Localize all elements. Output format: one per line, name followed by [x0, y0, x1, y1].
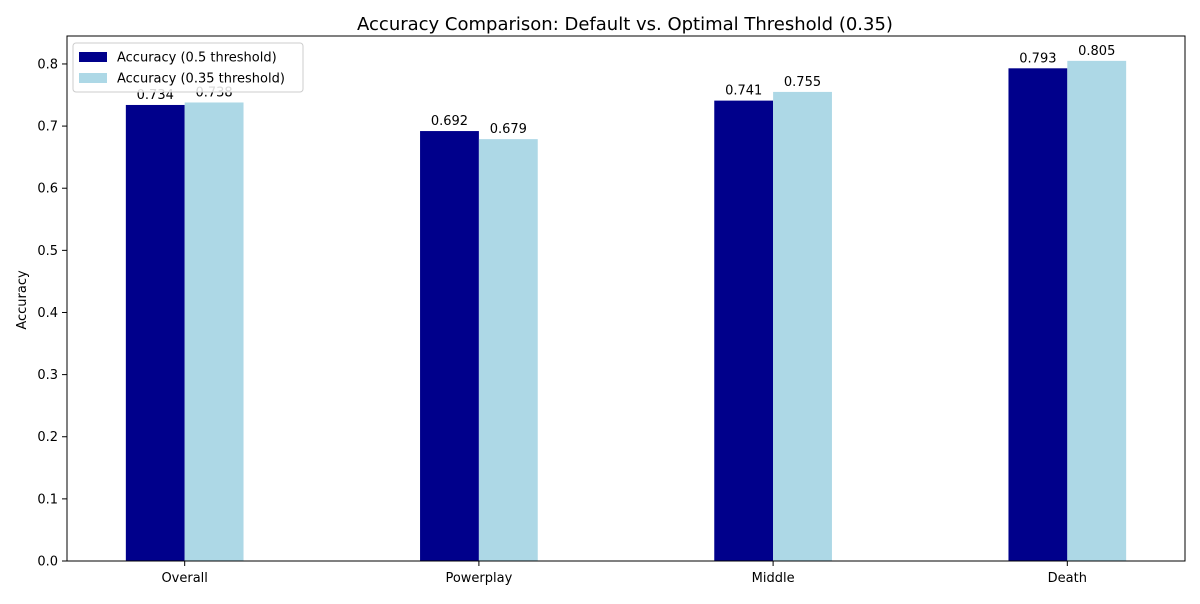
bar-value-label: 0.793: [1019, 51, 1056, 66]
bar-value-label: 0.755: [784, 75, 821, 90]
x-axis: Overall Powerplay Middle Death: [161, 561, 1087, 586]
chart-title: Accuracy Comparison: Default vs. Optimal…: [357, 14, 893, 35]
y-tick-label: 0.3: [37, 368, 58, 383]
x-tick-label: Powerplay: [445, 571, 512, 586]
bar-middle-series-2: [773, 91, 832, 561]
legend-label: Accuracy (0.5 threshold): [117, 51, 277, 66]
bars-layer: [125, 60, 1127, 562]
y-tick-label: 0.5: [37, 244, 58, 259]
bar-overall-series-1: [125, 104, 185, 561]
plot-frame: [66, 35, 1186, 562]
y-tick-label: 0.7: [37, 120, 58, 135]
x-tick-label: Overall: [161, 571, 207, 586]
bar-death-series-1: [1008, 68, 1068, 562]
bar-death-series-2: [1067, 60, 1127, 561]
bar-overall-series-2: [184, 102, 244, 562]
y-tick-label: 0.1: [37, 492, 58, 507]
x-tick-label: Middle: [752, 571, 795, 586]
y-axis: 0.0 0.1 0.2 0.3 0.4 0.5 0.6 0.7 0.8: [37, 57, 67, 570]
x-tick-label: Death: [1048, 571, 1087, 586]
legend-swatch: [79, 73, 107, 83]
bar-value-label: 0.805: [1078, 44, 1115, 59]
y-axis-label: Accuracy: [15, 270, 30, 330]
bar-value-label: 0.741: [725, 84, 762, 99]
legend: Accuracy (0.5 threshold) Accuracy (0.35 t…: [72, 42, 304, 93]
legend-label: Accuracy (0.35 threshold): [117, 72, 285, 87]
legend-box: [72, 42, 304, 93]
y-tick-label: 0.8: [37, 57, 58, 72]
y-tick-label: 0.0: [37, 555, 58, 570]
legend-swatch: [79, 52, 107, 62]
bar-value-label: 0.679: [490, 122, 527, 137]
bar-powerplay-series-2: [478, 139, 538, 561]
y-tick-label: 0.4: [37, 306, 58, 321]
y-tick-label: 0.6: [37, 182, 58, 197]
bar-value-label: 0.692: [431, 114, 468, 129]
y-tick-label: 0.2: [37, 430, 58, 445]
bar-middle-series-1: [714, 100, 774, 561]
bar-powerplay-series-1: [420, 131, 479, 561]
